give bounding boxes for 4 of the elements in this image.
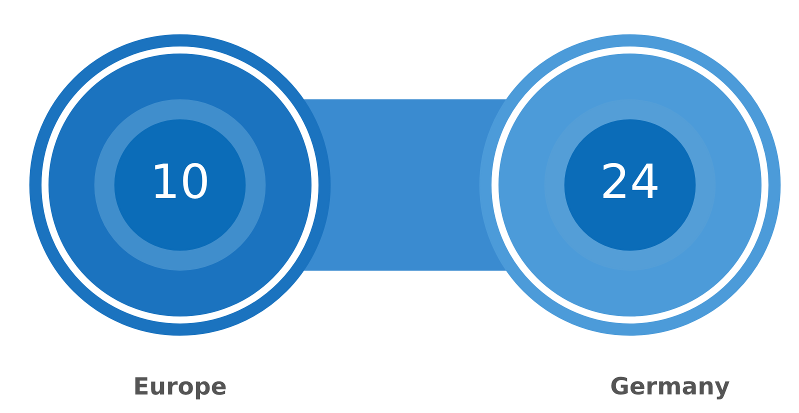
category-label: Europe <box>135 377 226 400</box>
data-label: 10 <box>155 162 207 199</box>
category-label: Germany <box>611 376 730 400</box>
data-label: 24 <box>603 162 658 198</box>
